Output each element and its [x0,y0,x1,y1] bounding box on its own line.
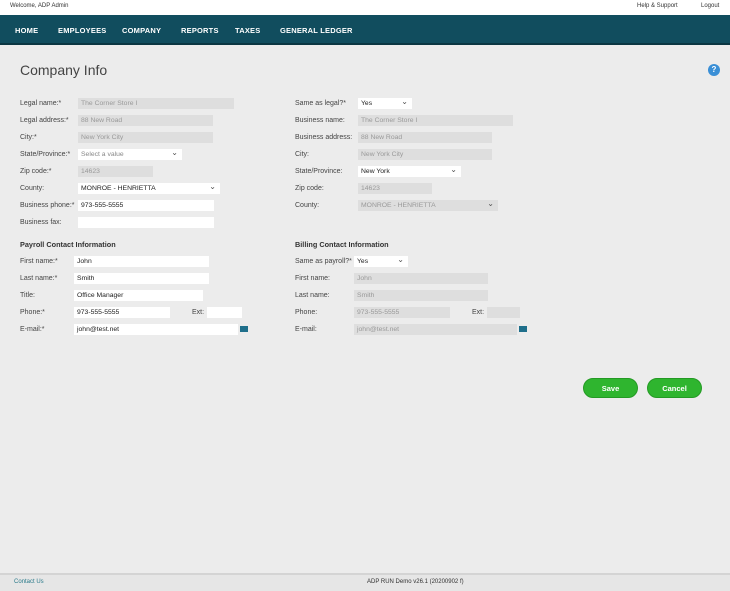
state-select[interactable]: Select a value [78,147,182,160]
billing-email-input[interactable]: john@test.net [354,324,517,335]
nav-reports[interactable]: REPORTS [181,26,219,35]
business-fax-label: Business fax: [20,219,62,226]
payroll-ext-input[interactable] [207,307,242,318]
same-as-payroll-select[interactable]: Yes [354,254,408,267]
county-label: County: [20,185,45,192]
billing-email-label: E-mail: [295,326,317,333]
business-address-label: Business address: [295,134,353,141]
same-as-legal-select[interactable]: Yes [358,96,412,109]
legal-address-label: Legal address:* [20,117,69,124]
business-county-select[interactable]: MONROE - HENRIETTA [358,198,498,211]
zip-input[interactable]: 14623 [78,166,153,177]
business-state-label: State/Province: [295,168,343,175]
billing-phone-label: Phone: [295,309,318,316]
business-phone-input[interactable]: 973-555-5555 [78,200,214,211]
county-select[interactable]: MONROE - HENRIETTA [78,181,220,194]
cancel-button[interactable]: Cancel [647,378,702,398]
nav-company[interactable]: COMPANY [122,26,162,35]
same-as-legal-label: Same as legal?* [295,100,346,107]
email-icon[interactable] [240,326,248,332]
zip-label: Zip code:* [20,168,52,175]
payroll-phone-input[interactable]: 973-555-5555 [74,307,170,318]
business-state-select[interactable]: New York [358,164,461,177]
payroll-heading: Payroll Contact Information [20,240,116,249]
business-name-label: Business name: [295,117,345,124]
contact-us-link[interactable]: Contact Us [14,579,44,585]
nav-employees[interactable]: EMPLOYEES [58,26,107,35]
page-title: Company Info [20,62,108,78]
help-support-link[interactable]: Help & Support [637,3,678,9]
business-county-label: County: [295,202,320,209]
city-input[interactable]: New York City [78,132,213,143]
payroll-email-input[interactable]: john@test.net [74,324,238,335]
payroll-email-label: E-mail:* [20,326,45,333]
billing-heading: Billing Contact Information [295,240,389,249]
payroll-title-label: Title: [20,292,35,299]
legal-name-label: Legal name:* [20,100,62,107]
nav-home[interactable]: HOME [15,26,39,35]
payroll-last-label: Last name:* [20,275,58,282]
billing-ext-input[interactable] [487,307,520,318]
business-fax-input[interactable] [78,217,214,228]
save-button[interactable]: Save [583,378,638,398]
payroll-first-label: First name:* [20,258,58,265]
business-zip-label: Zip code: [295,185,324,192]
legal-name-input[interactable]: The Corner Store I [78,98,234,109]
billing-phone-input[interactable]: 973-555-5555 [354,307,450,318]
nav-general-ledger[interactable]: GENERAL LEDGER [280,26,353,35]
nav-taxes[interactable]: TAXES [235,26,261,35]
help-icon[interactable]: ? [708,64,720,76]
billing-last-label: Last name: [295,292,330,299]
payroll-ext-label: Ext: [192,309,205,316]
business-phone-label: Business phone:* [20,202,75,209]
email-icon[interactable] [519,326,527,332]
billing-first-input[interactable]: John [354,273,488,284]
footer: Contact Us ADP RUN Demo v26.1 (20200902 … [0,573,730,591]
business-city-label: City: [295,151,309,158]
billing-last-input[interactable]: Smith [354,290,488,301]
billing-ext-label: Ext: [472,309,485,316]
payroll-title-input[interactable]: Office Manager [74,290,203,301]
payroll-last-input[interactable]: Smith [74,273,209,284]
main-nav: HOME EMPLOYEES COMPANY REPORTS TAXES GEN… [0,15,730,45]
payroll-first-input[interactable]: John [74,256,209,267]
top-bar: Welcome, ADP Admin Help & Support Logout [0,0,730,15]
business-address-input[interactable]: 88 New Road [358,132,492,143]
same-as-payroll-label: Same as payroll?* [295,258,352,265]
business-city-input[interactable]: New York City [358,149,492,160]
business-name-input[interactable]: The Corner Store I [358,115,513,126]
city-label: City:* [20,134,37,141]
version-text: ADP RUN Demo v26.1 (20200902 f) [367,579,464,585]
payroll-phone-label: Phone:* [20,309,45,316]
welcome-text: Welcome, ADP Admin [10,3,69,9]
billing-first-label: First name: [295,275,331,282]
legal-address-input[interactable]: 88 New Road [78,115,213,126]
business-zip-input[interactable]: 14623 [358,183,432,194]
logout-link[interactable]: Logout [701,3,720,9]
state-label: State/Province:* [20,151,71,158]
